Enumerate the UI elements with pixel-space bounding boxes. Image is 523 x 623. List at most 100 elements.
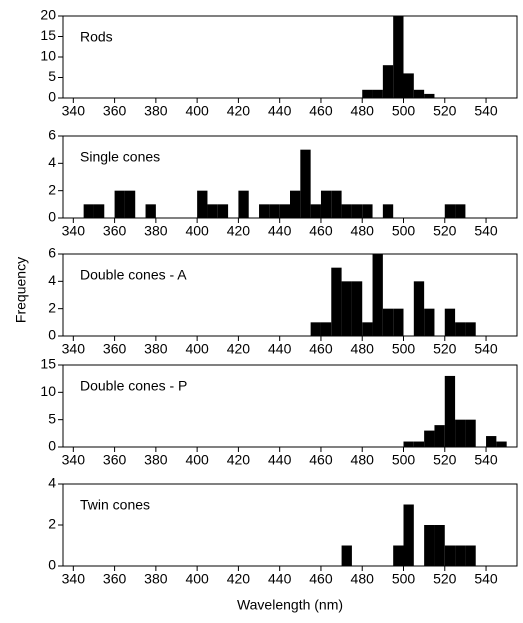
y-tick-label: 5 xyxy=(48,410,56,426)
y-axis-label: Frequency xyxy=(13,257,29,323)
y-tick-label: 0 xyxy=(48,438,56,454)
bar xyxy=(320,322,332,336)
bar xyxy=(197,190,208,218)
x-tick-label: 440 xyxy=(268,223,292,239)
y-tick-label: 10 xyxy=(40,383,56,399)
x-tick-label: 400 xyxy=(185,571,209,587)
y-tick-label: 15 xyxy=(40,356,56,372)
x-tick-label: 480 xyxy=(351,452,375,468)
x-tick-label: 480 xyxy=(351,571,375,587)
bar xyxy=(300,149,311,218)
x-tick-label: 540 xyxy=(474,103,498,119)
plot-frame xyxy=(62,135,518,219)
y-tick-label: 15 xyxy=(40,27,56,43)
y-tick-label: 20 xyxy=(40,7,56,23)
x-tick-label: 480 xyxy=(351,223,375,239)
bar xyxy=(424,93,435,98)
bar xyxy=(124,190,136,218)
bar xyxy=(413,441,425,447)
bar xyxy=(310,204,321,218)
bar xyxy=(413,281,425,336)
bar xyxy=(93,204,105,218)
y-tick-label: 0 xyxy=(48,327,56,343)
x-tick-label: 500 xyxy=(392,103,416,119)
bar xyxy=(465,322,476,336)
x-tick-label: 460 xyxy=(309,103,333,119)
panel-title: Double cones - A xyxy=(80,267,187,283)
x-tick-label: 420 xyxy=(227,223,251,239)
x-tick-label: 440 xyxy=(268,452,292,468)
x-tick-label: 380 xyxy=(144,103,168,119)
bar xyxy=(465,419,476,447)
bar xyxy=(465,545,476,566)
bar xyxy=(393,308,404,336)
bar xyxy=(114,190,125,218)
bar xyxy=(372,89,383,98)
x-tick-label: 520 xyxy=(433,571,457,587)
x-tick-label: 380 xyxy=(144,571,168,587)
bar xyxy=(351,281,363,336)
panel-title: Double cones - P xyxy=(80,378,187,394)
x-tick-label: 460 xyxy=(309,571,333,587)
y-tick-label: 6 xyxy=(48,245,56,261)
bar xyxy=(444,545,456,566)
x-tick-label: 420 xyxy=(227,341,251,357)
x-tick-label: 360 xyxy=(103,571,127,587)
bar xyxy=(341,545,352,566)
bar xyxy=(259,204,270,218)
bar xyxy=(382,308,394,336)
y-tick-label: 10 xyxy=(40,48,56,64)
x-tick-label: 500 xyxy=(392,571,416,587)
x-tick-label: 340 xyxy=(62,223,86,239)
bar xyxy=(434,425,445,447)
y-tick-label: 0 xyxy=(48,209,56,225)
bar xyxy=(382,204,394,218)
y-tick-label: 5 xyxy=(48,68,56,84)
x-tick-label: 540 xyxy=(474,571,498,587)
x-tick-label: 540 xyxy=(474,223,498,239)
x-tick-label: 420 xyxy=(227,452,251,468)
bar xyxy=(455,545,466,566)
bar xyxy=(393,16,404,98)
x-tick-label: 520 xyxy=(433,452,457,468)
x-tick-label: 520 xyxy=(433,103,457,119)
x-tick-label: 340 xyxy=(62,341,86,357)
x-tick-label: 460 xyxy=(309,341,333,357)
bar xyxy=(496,441,507,447)
x-tick-label: 360 xyxy=(103,103,127,119)
bar xyxy=(351,204,363,218)
bar xyxy=(341,204,352,218)
x-tick-label: 400 xyxy=(185,103,209,119)
bar xyxy=(217,204,229,218)
y-tick-label: 0 xyxy=(48,557,56,573)
bar xyxy=(207,204,218,218)
bar xyxy=(403,441,414,447)
x-tick-label: 480 xyxy=(351,341,375,357)
bar xyxy=(331,190,342,218)
x-tick-label: 500 xyxy=(392,223,416,239)
x-tick-label: 500 xyxy=(392,341,416,357)
y-tick-label: 4 xyxy=(48,272,56,288)
plot-frame xyxy=(62,364,518,448)
bar xyxy=(424,525,435,566)
x-tick-label: 380 xyxy=(144,341,168,357)
y-tick-label: 2 xyxy=(48,181,56,197)
panel-title: Single cones xyxy=(80,149,160,165)
bar xyxy=(362,322,373,336)
x-tick-label: 460 xyxy=(309,452,333,468)
bar xyxy=(434,525,445,566)
y-tick-label: 6 xyxy=(48,127,56,143)
bar xyxy=(382,65,394,98)
x-tick-label: 360 xyxy=(103,341,127,357)
x-tick-label: 400 xyxy=(185,452,209,468)
x-tick-label: 520 xyxy=(433,341,457,357)
y-tick-label: 2 xyxy=(48,516,56,532)
bar xyxy=(403,73,414,98)
bar xyxy=(362,89,373,98)
x-tick-label: 400 xyxy=(185,341,209,357)
x-tick-label: 440 xyxy=(268,103,292,119)
bar xyxy=(290,190,301,218)
x-axis-label: Wavelength (nm) xyxy=(237,597,343,613)
x-tick-label: 340 xyxy=(62,452,86,468)
x-tick-label: 420 xyxy=(227,103,251,119)
